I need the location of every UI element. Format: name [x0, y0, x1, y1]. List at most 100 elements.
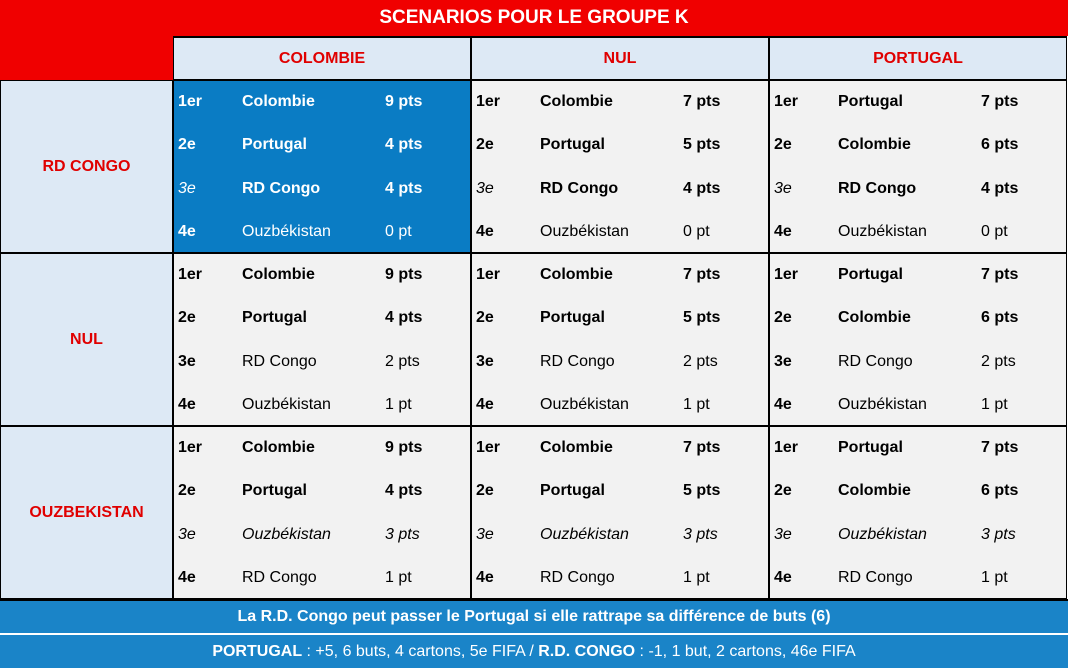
- points: 4 pts: [385, 309, 423, 327]
- rank: 3e: [178, 352, 196, 370]
- points: 7 pts: [683, 439, 721, 456]
- team: Ouzbékistan: [242, 222, 331, 240]
- rank: 2e: [476, 482, 494, 500]
- team: Colombie: [540, 266, 613, 283]
- rank: 1er: [774, 439, 799, 456]
- scenario-cell: 1er Colombie 7 pts 2e Portugal 5 pts 3e Ouzbéki…: [471, 426, 769, 599]
- points: 2 pts: [385, 352, 420, 370]
- scenario-cell: 1er Colombie 7 pts 2e Portugal 5 pts 3e RD Cong…: [471, 253, 769, 426]
- rank: 3e: [178, 525, 196, 543]
- team: Colombie: [838, 136, 911, 154]
- rank: 2e: [178, 309, 196, 327]
- team: Portugal: [540, 309, 605, 327]
- team: Ouzbékistan: [540, 525, 629, 543]
- points: 9 pts: [385, 93, 423, 110]
- points: 3 pts: [981, 525, 1016, 543]
- points: 7 pts: [683, 266, 721, 283]
- points: 1 pt: [385, 395, 412, 413]
- team: Colombie: [242, 439, 315, 456]
- row-header: NUL: [0, 253, 173, 426]
- rank: 1er: [476, 93, 501, 110]
- team: Portugal: [540, 482, 605, 500]
- team-stats: : +5, 6 buts, 4 cartons, 5e FIFA /: [302, 642, 539, 660]
- points: 7 pts: [683, 93, 721, 110]
- rank: 1er: [774, 266, 799, 283]
- corner: [0, 36, 173, 80]
- rank: 4e: [774, 395, 792, 413]
- rank: 3e: [774, 352, 792, 370]
- rank: 1er: [476, 439, 501, 456]
- rank: 2e: [774, 309, 792, 327]
- points: 4 pts: [385, 482, 423, 500]
- rank: 1er: [178, 266, 203, 283]
- team: RD Congo: [540, 179, 619, 197]
- rank: 2e: [774, 482, 792, 500]
- points: 1 pt: [385, 568, 412, 586]
- team: RD Congo: [838, 179, 917, 197]
- footer-note: La R.D. Congo peut passer le Portugal si…: [0, 599, 1068, 633]
- rank: 4e: [476, 395, 494, 413]
- scenario-cell: 1er Colombie 9 pts 2e Portugal 4 pts 3e RD Cong…: [173, 253, 471, 426]
- points: 6 pts: [981, 136, 1019, 154]
- scenario-cell: 1er Colombie 7 pts 2e Portugal 5 pts 3e RD Cong…: [471, 80, 769, 253]
- team-name: R.D. CONGO: [538, 642, 636, 660]
- points: 9 pts: [385, 439, 423, 456]
- team: RD Congo: [540, 352, 615, 370]
- points: 1 pt: [981, 568, 1008, 586]
- team: Portugal: [838, 439, 903, 456]
- points: 6 pts: [981, 309, 1019, 327]
- footer-stats: PORTUGAL : +5, 6 buts, 4 cartons, 5e FIF…: [0, 633, 1068, 668]
- scenario-cell: 1er Colombie 9 pts 2e Portugal 4 pts 3e RD Cong…: [173, 80, 471, 253]
- rank: 3e: [476, 352, 494, 370]
- rank: 3e: [774, 525, 792, 543]
- rank: 4e: [774, 568, 792, 586]
- team: Ouzbékistan: [242, 525, 331, 543]
- rank: 4e: [476, 568, 494, 586]
- points: 1 pt: [981, 395, 1008, 413]
- team: Portugal: [838, 266, 903, 283]
- points: 4 pts: [385, 179, 423, 197]
- rank: 1er: [774, 93, 799, 110]
- row-header: RD CONGO: [0, 80, 173, 253]
- points: 3 pts: [385, 525, 420, 543]
- points: 0 pt: [981, 222, 1008, 240]
- team: Colombie: [540, 93, 613, 110]
- team: RD Congo: [540, 568, 615, 586]
- team: Portugal: [242, 136, 307, 154]
- team: Ouzbékistan: [540, 395, 629, 413]
- points: 2 pts: [981, 352, 1016, 370]
- rank: 4e: [178, 222, 196, 240]
- team: Ouzbékistan: [838, 525, 927, 543]
- points: 5 pts: [683, 482, 721, 500]
- team: Colombie: [838, 482, 911, 500]
- rank: 1er: [476, 266, 501, 283]
- team: Ouzbékistan: [540, 222, 629, 240]
- rank: 4e: [774, 222, 792, 240]
- team-stats: : -1, 1 but, 2 cartons, 46e FIFA: [635, 642, 856, 660]
- team: Portugal: [242, 482, 307, 500]
- points: 7 pts: [981, 266, 1019, 283]
- team: Colombie: [242, 266, 315, 283]
- team: Ouzbékistan: [838, 222, 927, 240]
- rank: 2e: [178, 136, 196, 154]
- points: 0 pt: [385, 222, 412, 240]
- points: 4 pts: [385, 136, 423, 154]
- points: 3 pts: [683, 525, 718, 543]
- team: Colombie: [242, 93, 315, 110]
- rank: 2e: [476, 309, 494, 327]
- scenario-cell: 1er Portugal 7 pts 2e Colombie 6 pts 3e Ouzbéki…: [769, 426, 1067, 599]
- rank: 2e: [178, 482, 196, 500]
- points: 7 pts: [981, 93, 1019, 110]
- team: RD Congo: [838, 352, 913, 370]
- column-header: COLOMBIE: [173, 36, 471, 80]
- team-name: PORTUGAL: [212, 642, 303, 660]
- points: 5 pts: [683, 309, 721, 327]
- team: RD Congo: [242, 352, 317, 370]
- rank: 4e: [476, 222, 494, 240]
- rank: 4e: [178, 395, 196, 413]
- rank: 3e: [774, 179, 792, 197]
- rank: 1er: [178, 439, 203, 456]
- column-header: NUL: [471, 36, 769, 80]
- points: 5 pts: [683, 136, 721, 154]
- rank: 3e: [178, 179, 196, 197]
